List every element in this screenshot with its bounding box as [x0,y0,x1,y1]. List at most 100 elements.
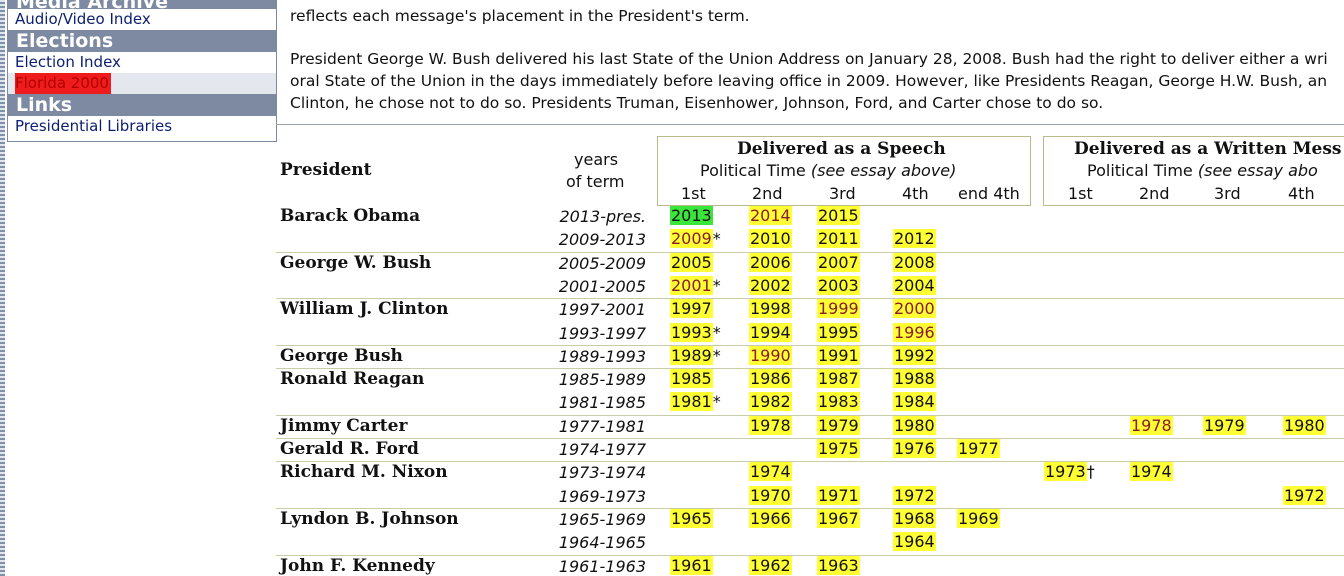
speech-year-cell[interactable]: 1988 [893,369,936,389]
year-link[interactable]: 1975 [817,439,860,458]
speech-year-cell[interactable]: 1987 [817,369,860,389]
written-year-cell[interactable]: 1974 [1130,462,1173,482]
year-link[interactable]: 1969 [957,509,1000,528]
speech-year-cell[interactable]: 1971 [817,486,860,506]
year-link[interactable]: 1992 [893,346,936,365]
year-link[interactable]: 1998 [749,299,792,318]
year-link[interactable]: 1979 [817,416,860,435]
speech-year-cell[interactable]: 1975 [817,439,860,459]
speech-year-cell[interactable]: 2015 [817,206,860,226]
year-link[interactable]: 1978 [1130,416,1173,435]
speech-year-cell[interactable]: 1962 [749,556,792,576]
speech-year-cell[interactable]: 1967 [817,509,860,529]
year-link[interactable]: 1996 [893,323,936,342]
sidebar-link-election-index[interactable]: Election Index [15,53,121,71]
speech-year-cell[interactable]: 1996 [893,323,936,343]
year-link[interactable]: 2007 [817,253,860,272]
year-link[interactable]: 2013 [670,206,713,225]
speech-year-cell[interactable]: 1977 [957,439,1000,459]
year-link[interactable]: 1966 [749,509,792,528]
speech-year-cell[interactable]: 2008 [893,253,936,273]
year-link[interactable]: 2005 [670,253,713,272]
speech-year-cell[interactable]: 1980 [893,416,936,436]
year-link[interactable]: 1962 [749,556,792,575]
year-link[interactable]: 1989 [670,346,713,365]
speech-year-cell[interactable]: 2003 [817,276,860,296]
speech-year-cell[interactable]: 1990 [749,346,792,366]
speech-year-cell[interactable]: 2004 [893,276,936,296]
speech-year-cell[interactable]: 1982 [749,392,792,412]
speech-year-cell[interactable]: 1998 [749,299,792,319]
speech-year-cell[interactable]: 1964 [893,532,936,552]
year-link[interactable]: 1967 [817,509,860,528]
year-link[interactable]: 1983 [817,392,860,411]
speech-year-cell[interactable]: 1978 [749,416,792,436]
speech-year-cell[interactable]: 1984 [893,392,936,412]
sidebar-link-presidential-libraries[interactable]: Presidential Libraries [15,117,173,135]
speech-year-cell[interactable]: 2011 [817,229,860,249]
sidebar-item-florida-2000[interactable]: Florida 2000 [8,73,276,94]
year-link[interactable]: 2011 [817,229,860,248]
speech-year-cell[interactable]: 2014 [749,206,792,226]
year-link[interactable]: 1964 [893,532,936,551]
year-link[interactable]: 2010 [749,229,792,248]
year-link[interactable]: 1972 [1283,486,1326,505]
speech-year-cell[interactable]: 1991 [817,346,860,366]
speech-year-cell[interactable]: 2000 [893,299,936,319]
year-link[interactable]: 1993 [670,323,713,342]
year-link[interactable]: 1980 [1283,416,1326,435]
year-link[interactable]: 1976 [893,439,936,458]
year-link[interactable]: 1961 [670,556,713,575]
year-link[interactable]: 1972 [893,486,936,505]
speech-year-cell[interactable]: 1995 [817,323,860,343]
speech-year-cell[interactable]: 1965 [670,509,713,529]
year-link[interactable]: 2002 [749,276,792,295]
speech-year-cell[interactable]: 1993* [670,323,721,343]
year-link[interactable]: 1995 [817,323,860,342]
speech-year-cell[interactable]: 2005 [670,253,713,273]
speech-year-cell[interactable]: 2012 [893,229,936,249]
speech-year-cell[interactable]: 1997 [670,299,713,319]
year-link[interactable]: 1978 [749,416,792,435]
written-year-cell[interactable]: 1979 [1203,416,1246,436]
year-link[interactable]: 1973 [1044,462,1087,481]
speech-year-cell[interactable]: 1970 [749,486,792,506]
year-link[interactable]: 1987 [817,369,860,388]
speech-year-cell[interactable]: 1974 [749,462,792,482]
year-link[interactable]: 1965 [670,509,713,528]
year-link[interactable]: 2003 [817,276,860,295]
year-link[interactable]: 2015 [817,206,860,225]
sidebar-link-florida-2000[interactable]: Florida 2000 [15,73,111,94]
speech-year-cell[interactable]: 1972 [893,486,936,506]
year-link[interactable]: 1982 [749,392,792,411]
speech-year-cell[interactable]: 1994 [749,323,792,343]
speech-year-cell[interactable]: 1981* [670,392,721,412]
speech-year-cell[interactable]: 1983 [817,392,860,412]
speech-year-cell[interactable]: 1985 [670,369,713,389]
speech-year-cell[interactable]: 1963 [817,556,860,576]
speech-year-cell[interactable]: 1969 [957,509,1000,529]
speech-year-cell[interactable]: 2009* [670,229,721,249]
written-year-cell[interactable]: 1978 [1130,416,1173,436]
speech-year-cell[interactable]: 1986 [749,369,792,389]
year-link[interactable]: 1997 [670,299,713,318]
year-link[interactable]: 1974 [1130,462,1173,481]
year-link[interactable]: 1977 [957,439,1000,458]
year-link[interactable]: 2009 [670,229,713,248]
year-link[interactable]: 1991 [817,346,860,365]
speech-year-cell[interactable]: 1961 [670,556,713,576]
year-link[interactable]: 1990 [749,346,792,365]
speech-year-cell[interactable]: 2007 [817,253,860,273]
speech-year-cell[interactable]: 1966 [749,509,792,529]
year-link[interactable]: 2001 [670,276,713,295]
speech-year-cell[interactable]: 1976 [893,439,936,459]
speech-year-cell[interactable]: 1989* [670,346,721,366]
year-link[interactable]: 1968 [893,509,936,528]
year-link[interactable]: 1994 [749,323,792,342]
year-link[interactable]: 2012 [893,229,936,248]
year-link[interactable]: 1984 [893,392,936,411]
written-year-cell[interactable]: 1972 [1283,486,1326,506]
year-link[interactable]: 2004 [893,276,936,295]
year-link[interactable]: 1974 [749,462,792,481]
speech-year-cell[interactable]: 2006 [749,253,792,273]
